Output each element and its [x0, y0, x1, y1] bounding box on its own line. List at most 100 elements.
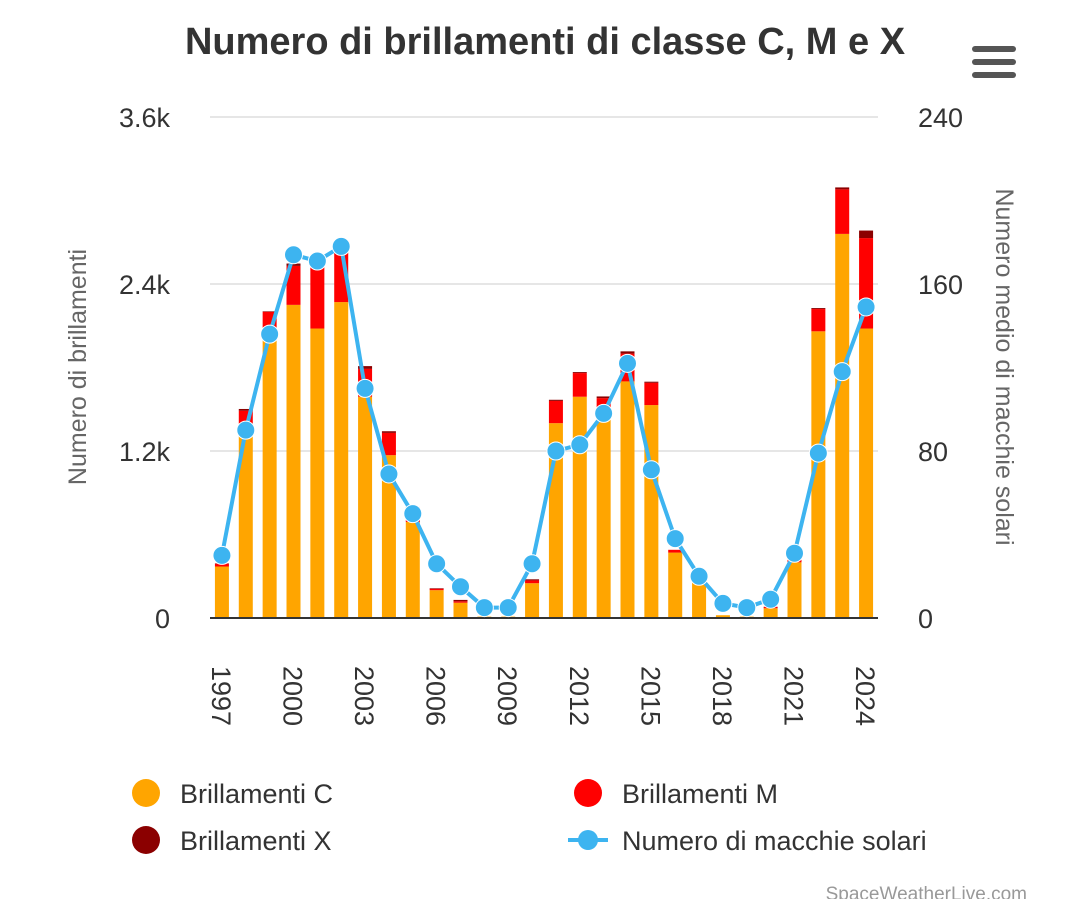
bar-brillamenti-c-2018[interactable]: [715, 615, 730, 618]
bar-brillamenti-c-2014[interactable]: [620, 381, 635, 618]
y-tick-label: 2.4k: [119, 270, 171, 300]
sunspot-point-2024[interactable]: [856, 297, 876, 317]
sunspot-point-2002[interactable]: [331, 236, 351, 256]
bar-brillamenti-c-2003[interactable]: [358, 396, 373, 618]
bar-brillamenti-m-2012[interactable]: [572, 373, 587, 397]
sunspot-point-2009[interactable]: [498, 598, 518, 618]
left-axis-labels: 0 1.2k 2.4k 3.6k: [119, 103, 171, 634]
bar-brillamenti-c-2000[interactable]: [286, 304, 301, 618]
sunspot-point-2018[interactable]: [713, 593, 733, 613]
sunspot-point-2006[interactable]: [427, 554, 447, 574]
bar-brillamenti-m-1997[interactable]: [214, 563, 229, 567]
bar-brillamenti-x-2003[interactable]: [358, 366, 373, 369]
sunspot-point-2022[interactable]: [808, 443, 828, 463]
y-tick-label: 0: [155, 604, 170, 634]
bar-brillamenti-m-2023[interactable]: [835, 189, 850, 234]
bar-brillamenti-c-2016[interactable]: [668, 552, 683, 618]
sunspot-point-2005[interactable]: [403, 504, 423, 524]
bar-brillamenti-c-2020[interactable]: [763, 608, 778, 618]
bar-brillamenti-c-2022[interactable]: [811, 331, 826, 618]
sunspot-point-2000[interactable]: [284, 245, 303, 265]
x-tick-label: 1997: [206, 666, 236, 726]
bar-brillamenti-x-2000[interactable]: [286, 263, 301, 266]
menu-bar-1: [972, 46, 1016, 52]
sunspot-point-2011[interactable]: [546, 441, 566, 461]
bar-brillamenti-x-2011[interactable]: [548, 399, 563, 401]
bar-brillamenti-c-2007[interactable]: [453, 602, 468, 618]
sunspot-point-2019[interactable]: [737, 598, 757, 618]
bar-brillamenti-m-2007[interactable]: [453, 601, 468, 603]
right-axis-labels: 0 80 160 240: [918, 103, 963, 634]
bar-brillamenti-x-2007[interactable]: [453, 599, 468, 602]
sunspot-point-2004[interactable]: [379, 464, 399, 484]
sunspot-point-1998[interactable]: [236, 420, 256, 440]
bar-brillamenti-c-2024[interactable]: [859, 328, 874, 618]
legend-item-brillamenti-x[interactable]: Brillamenti X: [132, 826, 332, 856]
bar-brillamenti-c-2013[interactable]: [596, 416, 611, 618]
sunspot-point-2003[interactable]: [355, 378, 375, 398]
sunspot-point-2001[interactable]: [307, 251, 327, 271]
sunspot-point-2010[interactable]: [522, 554, 542, 574]
bar-brillamenti-c-2005[interactable]: [405, 521, 420, 618]
bar-brillamenti-x-2023[interactable]: [835, 187, 850, 190]
sunspot-point-1997[interactable]: [212, 545, 232, 565]
bar-brillamenti-m-2006[interactable]: [429, 588, 444, 591]
sunspot-point-2017[interactable]: [689, 566, 709, 586]
legend-label: Brillamenti C: [180, 779, 333, 809]
bar-brillamenti-m-2022[interactable]: [811, 309, 826, 332]
bar-brillamenti-x-1998[interactable]: [238, 408, 253, 411]
x-tick-label: 2021: [779, 666, 809, 726]
bar-brillamenti-m-2016[interactable]: [668, 549, 683, 553]
bar-brillamenti-c-2004[interactable]: [381, 455, 396, 618]
y2-tick-label: 160: [918, 270, 963, 300]
bar-brillamenti-c-2002[interactable]: [334, 302, 349, 618]
legend-marker: [574, 779, 602, 807]
bar-brillamenti-c-2015[interactable]: [644, 405, 659, 618]
sunspot-point-2021[interactable]: [785, 543, 804, 563]
bar-brillamenti-c-2017[interactable]: [692, 576, 707, 618]
sunspot-point-2014[interactable]: [618, 353, 637, 373]
bar-brillamenti-x-2012[interactable]: [572, 372, 587, 374]
bar-brillamenti-c-2012[interactable]: [572, 396, 587, 618]
sunspot-point-2020[interactable]: [761, 589, 781, 609]
bar-brillamenti-c-1997[interactable]: [214, 566, 229, 618]
credit-text[interactable]: SpaceWeatherLive.com: [826, 884, 1027, 899]
bar-brillamenti-x-2015[interactable]: [644, 381, 659, 383]
bar-brillamenti-c-1998[interactable]: [238, 435, 253, 618]
bar-brillamenti-x-2013[interactable]: [596, 396, 611, 399]
bar-brillamenti-c-2006[interactable]: [429, 590, 444, 618]
sunspot-point-2007[interactable]: [451, 577, 470, 597]
bar-brillamenti-c-2001[interactable]: [310, 328, 325, 618]
x-tick-label: 2024: [850, 666, 880, 726]
sunspot-point-2008[interactable]: [474, 598, 494, 618]
bar-brillamenti-x-2010[interactable]: [525, 579, 540, 581]
bar-brillamenti-x-2024[interactable]: [859, 230, 874, 239]
sunspot-point-2023[interactable]: [832, 362, 852, 382]
bar-brillamenti-x-2006[interactable]: [429, 588, 444, 589]
legend-item-numero-di-macchie-solari[interactable]: Numero di macchie solari: [568, 826, 927, 856]
bar-brillamenti-m-2001[interactable]: [310, 261, 325, 329]
y-tick-label: 1.2k: [119, 437, 171, 467]
sunspot-point-2013[interactable]: [594, 403, 614, 423]
legend-item-brillamenti-m[interactable]: Brillamenti M: [574, 779, 778, 809]
sunspot-point-2016[interactable]: [665, 529, 685, 549]
bar-brillamenti-c-1999[interactable]: [262, 339, 277, 618]
bar-brillamenti-m-2011[interactable]: [548, 400, 563, 424]
sunspot-point-2012[interactable]: [570, 435, 590, 455]
sunspot-point-1999[interactable]: [260, 324, 280, 344]
sunspot-point-2015[interactable]: [641, 460, 661, 480]
bar-brillamenti-c-2023[interactable]: [835, 233, 850, 618]
bar-brillamenti-m-2000[interactable]: [286, 265, 301, 305]
bar-brillamenti-m-2010[interactable]: [525, 580, 540, 584]
bar-brillamenti-m-2015[interactable]: [644, 382, 659, 406]
hamburger-menu-button[interactable]: [966, 36, 1024, 86]
bar-brillamenti-x-2014[interactable]: [620, 351, 635, 354]
bar-brillamenti-c-2021[interactable]: [787, 562, 802, 618]
bar-brillamenti-x-2004[interactable]: [381, 431, 396, 433]
bar-brillamenti-c-2010[interactable]: [525, 583, 540, 618]
bar-brillamenti-m-2004[interactable]: [381, 432, 396, 456]
bar-brillamenti-x-2022[interactable]: [811, 308, 826, 310]
legend-item-brillamenti-c[interactable]: Brillamenti C: [132, 779, 333, 809]
bar-brillamenti-x-1999[interactable]: [262, 311, 277, 312]
y2-tick-label: 0: [918, 604, 933, 634]
